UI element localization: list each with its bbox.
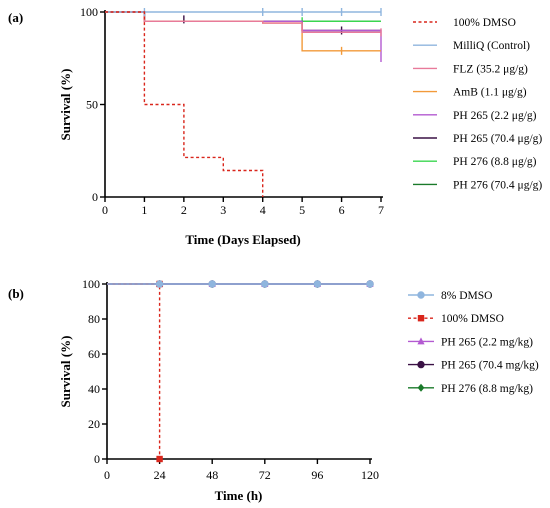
x-tick-label: 48 bbox=[206, 468, 218, 482]
legend-label: PH 265 (70.4 mg/kg) bbox=[441, 360, 539, 372]
x-tick-label: 1 bbox=[141, 203, 147, 217]
x-tick-label: 24 bbox=[154, 468, 166, 482]
data-point bbox=[155, 280, 164, 288]
legend-label: PH 276 (70.4 μg/g) bbox=[453, 179, 542, 191]
legend-marker bbox=[417, 315, 425, 322]
y-tick-label: 100 bbox=[80, 5, 98, 19]
y-tick-label: 0 bbox=[92, 190, 98, 204]
series-line bbox=[105, 11, 264, 197]
panel-b-survival-chart: (b) 0 20 40 60 80 100 0 24 48 72 96 120 Survival (%) T… bbox=[8, 277, 539, 503]
legend-item-amb-1-1-g-g: AmB (1.1 μg/g) bbox=[413, 87, 527, 99]
legend-item-milliq-control: MilliQ (Control) bbox=[413, 40, 530, 52]
data-point bbox=[261, 280, 269, 288]
legend-marker bbox=[417, 337, 425, 345]
x-axis-title: Time (Days Elapsed) bbox=[185, 232, 300, 247]
x-tick-label: 0 bbox=[104, 468, 110, 482]
series-100-dmso bbox=[105, 11, 264, 197]
legend-label: FLZ (35.2 μg/g) bbox=[453, 63, 528, 75]
series-8-dmso bbox=[107, 280, 374, 288]
legend-label: 100% DMSO bbox=[441, 313, 504, 325]
x-tick-label: 5 bbox=[299, 203, 305, 217]
legend-item-ph-276-70-4-g-g: PH 276 (70.4 μg/g) bbox=[413, 179, 542, 191]
panel-label: (b) bbox=[8, 286, 24, 301]
series-line bbox=[105, 11, 381, 33]
series-milliq-control bbox=[105, 8, 382, 16]
x-tick-label: 72 bbox=[259, 468, 271, 482]
y-tick-label: 60 bbox=[88, 347, 100, 361]
series-line bbox=[105, 11, 381, 52]
data-point bbox=[156, 455, 163, 463]
series-ph-265-2-2-g-g bbox=[105, 11, 382, 62]
legend-marker bbox=[417, 383, 425, 392]
legend-marker bbox=[417, 291, 425, 299]
x-tick-label: 96 bbox=[311, 468, 323, 482]
legend-label: PH 265 (70.4 μg/g) bbox=[453, 133, 542, 145]
legend-item-ph-265-70-4-mg-kg: PH 265 (70.4 mg/kg) bbox=[408, 360, 539, 372]
legend-item-8-dmso: 8% DMSO bbox=[408, 290, 492, 302]
legend-label: 100% DMSO bbox=[453, 17, 516, 29]
x-tick-label: 2 bbox=[181, 203, 187, 217]
legend-label: PH 276 (8.8 mg/kg) bbox=[441, 383, 533, 395]
legend-label: 8% DMSO bbox=[441, 290, 492, 302]
legend-item-ph-276-8-8-g-g: PH 276 (8.8 μg/g) bbox=[413, 156, 537, 168]
legend: 100% DMSO MilliQ (Control) FLZ (35.2 μg/g)… bbox=[413, 17, 542, 191]
series-100-dmso bbox=[107, 280, 163, 463]
data-point bbox=[208, 280, 216, 288]
legend-item-100-dmso: 100% DMSO bbox=[413, 17, 516, 29]
legend-label: PH 276 (8.8 μg/g) bbox=[453, 156, 537, 168]
x-axis-title: Time (h) bbox=[215, 488, 263, 503]
legend-label: MilliQ (Control) bbox=[453, 40, 530, 52]
x-tick-label: 0 bbox=[102, 203, 108, 217]
y-tick-label: 80 bbox=[88, 312, 100, 326]
series-line bbox=[105, 11, 381, 22]
panel-a-survival-chart: (a) 0 50 100 0 1 2 3 4 5 6 7 Survival (%) Time (Days … bbox=[8, 5, 542, 247]
legend-marker bbox=[417, 360, 425, 369]
x-tick-label: 6 bbox=[339, 203, 345, 217]
legend-item-ph-265-2-2-g-g: PH 265 (2.2 μg/g) bbox=[413, 110, 537, 122]
panel-label: (a) bbox=[8, 10, 23, 25]
series-amb-1-1-g-g bbox=[105, 11, 381, 55]
y-axis-title: Survival (%) bbox=[58, 69, 73, 141]
series-ph-276-8-8-g-g bbox=[105, 11, 381, 26]
series-line bbox=[105, 11, 382, 62]
y-axis-title: Survival (%) bbox=[58, 336, 73, 408]
series-line bbox=[105, 11, 381, 22]
legend-item-100-dmso: 100% DMSO bbox=[408, 313, 504, 325]
data-point bbox=[366, 280, 374, 288]
y-tick-label: 40 bbox=[88, 382, 100, 396]
x-tick-label: 3 bbox=[220, 203, 226, 217]
series-line bbox=[107, 283, 161, 459]
legend-item-ph-276-8-8-mg-kg: PH 276 (8.8 mg/kg) bbox=[408, 383, 533, 395]
series-ph-276-70-4-g-g bbox=[105, 11, 381, 22]
legend-label: PH 265 (2.2 mg/kg) bbox=[441, 336, 533, 348]
legend-item-flz-35-2-g-g: FLZ (35.2 μg/g) bbox=[413, 63, 528, 75]
legend-item-ph-265-70-4-g-g: PH 265 (70.4 μg/g) bbox=[413, 133, 542, 145]
x-tick-label: 120 bbox=[361, 468, 379, 482]
y-tick-label: 100 bbox=[82, 277, 100, 291]
data-point bbox=[313, 280, 322, 288]
legend-label: AmB (1.1 μg/g) bbox=[453, 87, 527, 99]
y-tick-label: 20 bbox=[88, 417, 100, 431]
y-tick-label: 50 bbox=[86, 98, 98, 112]
legend: 8% DMSO 100% DMSO PH 265 (2.2 mg/kg) PH 265… bbox=[408, 290, 539, 395]
legend-label: PH 265 (2.2 μg/g) bbox=[453, 110, 537, 122]
x-tick-label: 4 bbox=[260, 203, 266, 217]
x-tick-label: 7 bbox=[378, 203, 384, 217]
series-flz-35-2-g-g bbox=[105, 11, 382, 37]
legend-item-ph-265-2-2-mg-kg: PH 265 (2.2 mg/kg) bbox=[408, 336, 533, 348]
y-tick-label: 0 bbox=[94, 452, 100, 466]
